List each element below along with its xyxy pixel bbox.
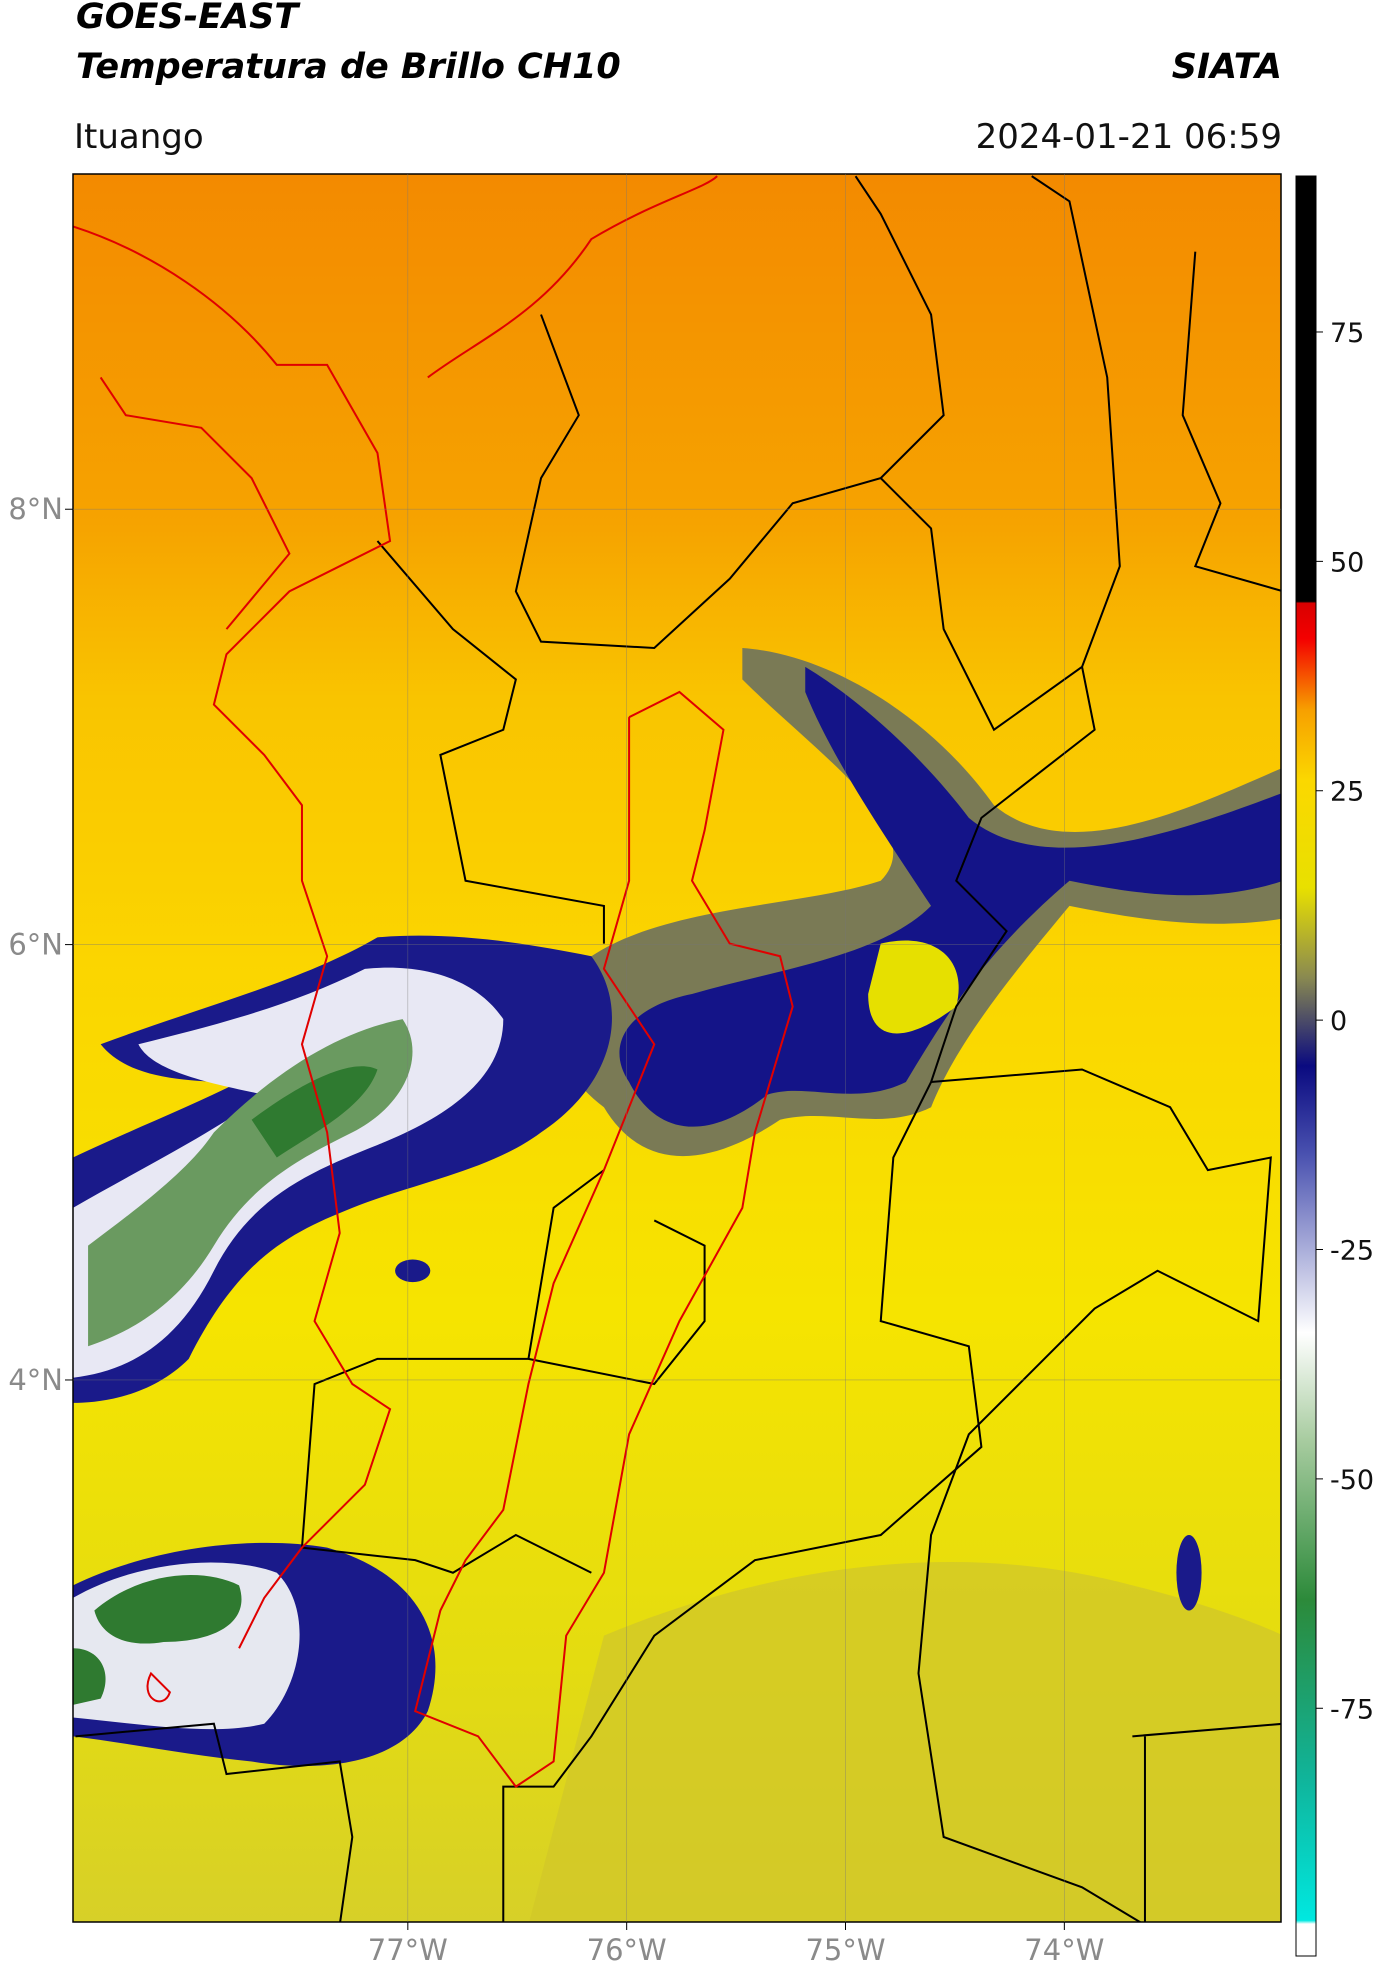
subtitle: Temperatura de Brillo CH10 — [76, 47, 621, 87]
x-tick-label: 76°W — [587, 1933, 667, 1967]
map-image — [73, 174, 1281, 1922]
colorbar-tick-label: -25 — [1330, 1236, 1374, 1267]
location: Ituango — [74, 117, 204, 157]
colorbar-tick-label: 50 — [1330, 547, 1364, 578]
title: GOES-EAST — [76, 0, 301, 37]
map-frame — [72, 173, 1282, 1923]
colorbar-tick-label: -50 — [1330, 1465, 1374, 1496]
colorbar-tick-label: 75 — [1330, 318, 1364, 349]
datetime: 2024-01-21 06:59 — [976, 117, 1282, 157]
x-tick-label: 74°W — [1024, 1933, 1104, 1967]
colorbar — [1295, 175, 1317, 1957]
x-tick-label: 75°W — [805, 1933, 885, 1967]
y-tick-label: 4°N — [8, 1363, 63, 1397]
colorbar-tick-label: 25 — [1330, 777, 1364, 808]
colorbar-tick-label: -75 — [1330, 1694, 1374, 1725]
y-tick-label: 8°N — [8, 492, 63, 526]
y-tick-label: 6°N — [8, 928, 63, 962]
x-tick-label: 77°W — [368, 1933, 448, 1967]
institution: SIATA — [1172, 47, 1282, 87]
colorbar-tick-label: 0 — [1330, 1006, 1347, 1037]
